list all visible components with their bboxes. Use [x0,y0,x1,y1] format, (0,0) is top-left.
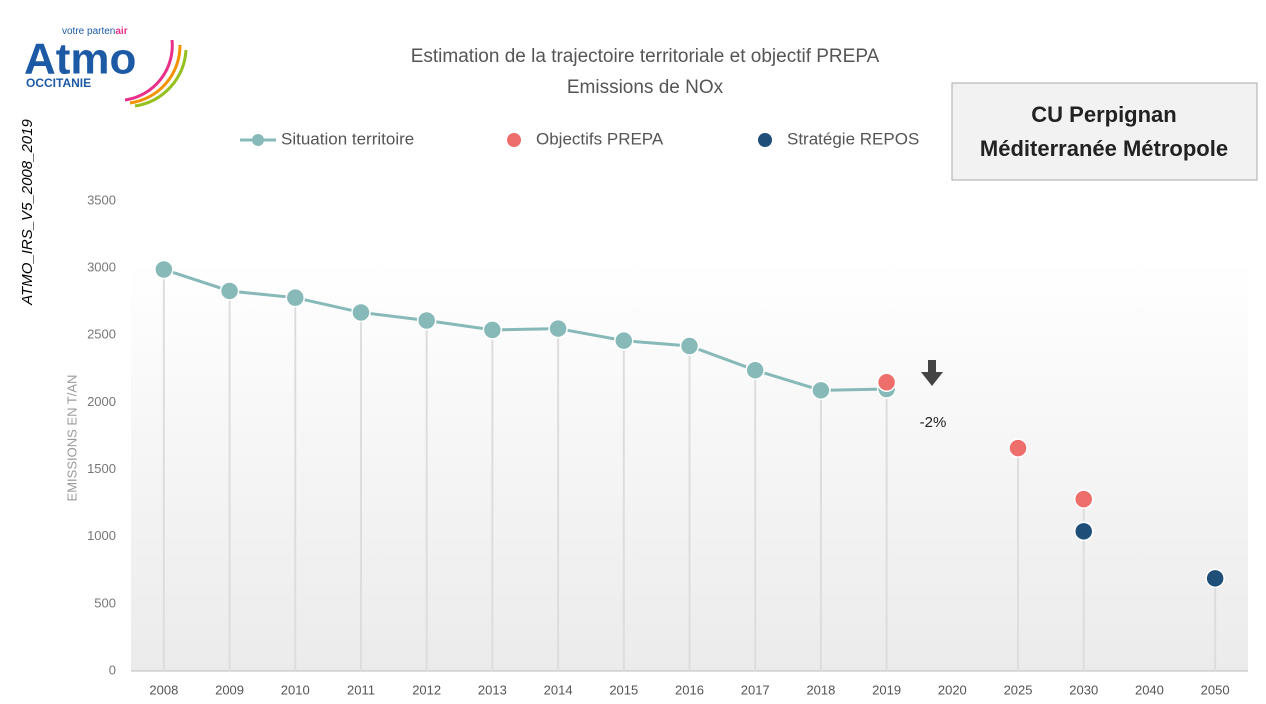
point [154,259,174,280]
x-tick-label: 2008 [149,682,178,697]
y-tick-label: 2000 [87,394,116,409]
logo-arc [134,49,188,108]
y-tick-label: 1000 [87,528,116,543]
y-axis-label: EMISSIONS EN T/AN [64,375,79,502]
info-box-line: CU Perpignan [1031,102,1176,127]
x-tick-label: 2014 [544,682,573,697]
y-tick-label: 2500 [87,327,116,342]
y-tick-label: 3500 [87,192,116,207]
point [351,302,371,323]
x-tick-label: 2017 [741,682,770,697]
legend-label: Stratégie REPOS [787,129,919,148]
point [876,372,897,393]
logo-tagline: votre partenair [62,26,128,37]
point [219,281,240,301]
legend-marker [507,133,521,147]
annotation: -2% [920,414,947,431]
x-tick-label: 2010 [281,682,310,697]
point [1008,438,1028,458]
legend-label: Objectifs PREPA [536,129,664,148]
chart-title: Estimation de la trajectoire territorial… [411,46,880,67]
x-tick-label: 2020 [938,682,967,697]
logo-tagline-accent: air [115,26,127,37]
x-tick-label: 2012 [412,682,441,697]
point [1073,489,1094,509]
x-tick-label: 2015 [609,682,638,697]
logo-arc [124,39,174,102]
point [745,360,765,380]
logo-tagline-text: votre parten [62,26,115,37]
y-tick-label: 3000 [87,260,116,275]
x-tick-label: 2009 [215,682,244,697]
series-line [163,268,887,392]
point [285,287,306,308]
legend-marker [252,134,264,146]
x-tick-label: 2040 [1135,682,1164,697]
x-tick-label: 2016 [675,682,704,697]
x-tick-label: 2050 [1201,682,1230,697]
logo: Atmo votre partenair OCCITANIE [24,26,188,108]
point [811,380,831,401]
x-tick-label: 2030 [1069,682,1098,697]
info-box-line: Méditerranée Métropole [980,136,1228,161]
y-tick-label: 0 [109,662,116,677]
point [482,320,503,340]
chart-subtitle: Emissions de NOx [567,77,724,98]
logo-name: Atmo [24,35,136,84]
x-tick-label: 2019 [872,682,901,697]
y-tick-label: 500 [94,595,116,610]
point [1073,521,1094,542]
x-tick-label: 2013 [478,682,507,697]
info-box [951,82,1258,181]
logo-region: OCCITANIE [26,76,91,90]
x-tick-label: 2018 [806,682,835,697]
point [1205,568,1225,589]
down-arrow [921,360,943,386]
x-tick-label: 2011 [347,682,375,697]
logo-arc [129,44,182,105]
point [416,310,437,331]
x-tick-label: 2025 [1004,682,1033,697]
point [614,330,634,351]
legend-label: Situation territoire [281,129,414,148]
legend-marker [758,133,772,147]
y-tick-label: 1500 [87,461,116,476]
point [548,318,568,339]
point [679,336,700,356]
side-label: ATMO_IRS_V5_2008_2019 [19,119,36,306]
